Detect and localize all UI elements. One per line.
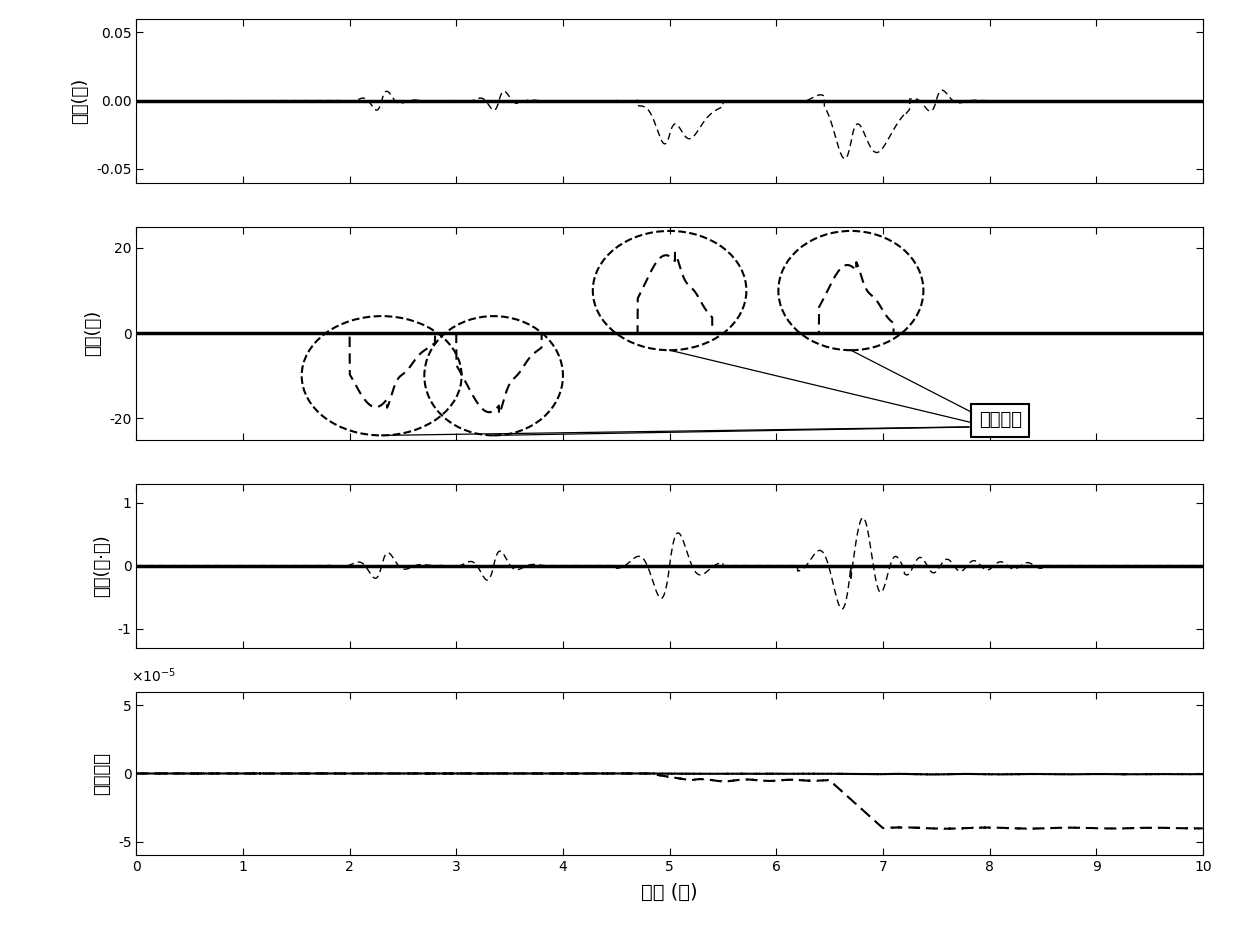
Text: $\times 10^{-5}$: $\times 10^{-5}$	[131, 666, 176, 685]
Y-axis label: 转矩(牛·米): 转矩(牛·米)	[93, 534, 110, 597]
Text: 外界干扰: 外界干扰	[978, 412, 1022, 430]
Y-axis label: 参数估计: 参数估计	[93, 752, 110, 795]
X-axis label: 时间 (秒): 时间 (秒)	[641, 883, 698, 901]
Y-axis label: 转角(度): 转角(度)	[84, 310, 102, 356]
Y-axis label: 位移(米): 位移(米)	[71, 78, 89, 124]
